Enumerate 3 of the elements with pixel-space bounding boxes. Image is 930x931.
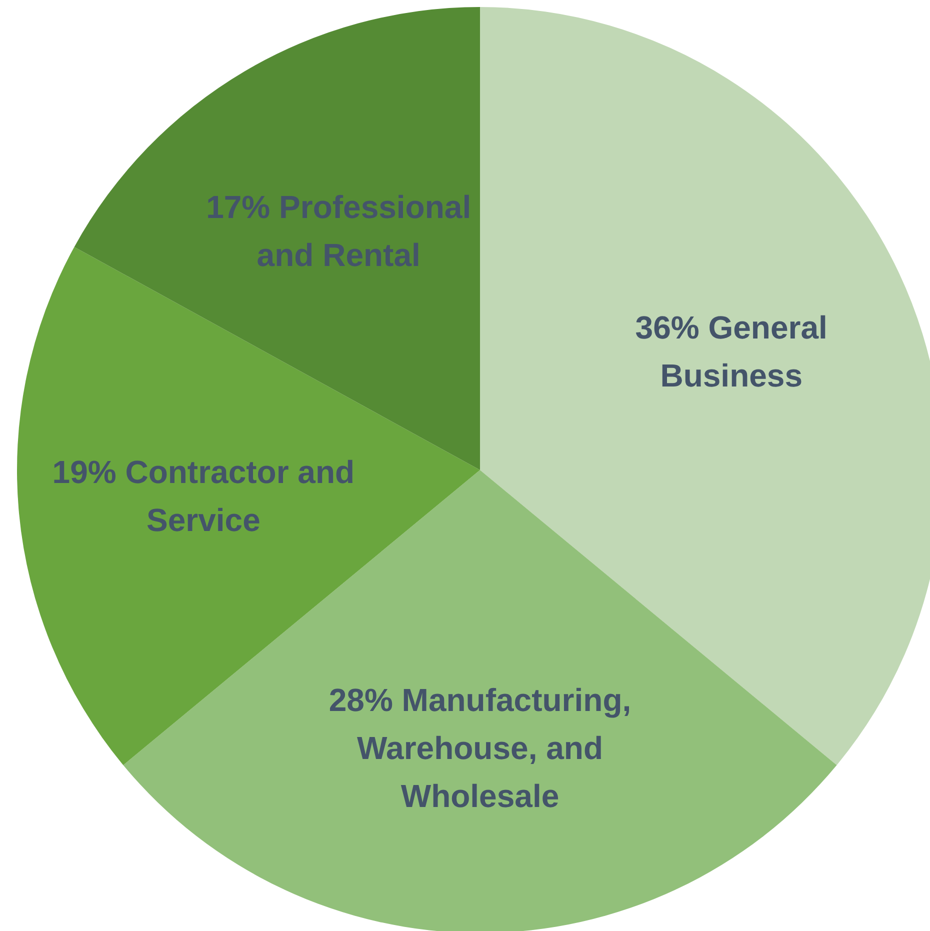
slice-label: 19% Contractor and Service — [52, 454, 355, 538]
slice-label: 36% General Business — [635, 310, 828, 394]
slice-label: 28% Manufacturing, Warehouse, and Wholesale — [328, 682, 632, 814]
